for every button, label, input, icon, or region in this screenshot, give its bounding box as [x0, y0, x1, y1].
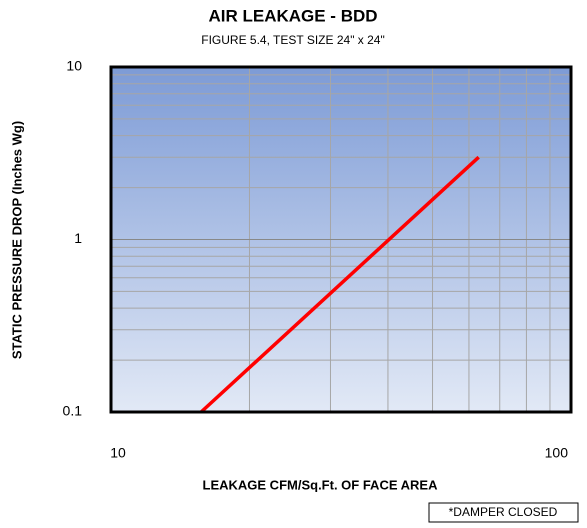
y-axis-label: STATIC PRESSURE DROP (Inches Wg) — [9, 121, 24, 359]
x-tick-label: 100 — [545, 445, 569, 461]
y-tick-label: 0.1 — [63, 403, 83, 419]
chart-title: AIR LEAKAGE - BDD — [208, 6, 377, 25]
x-tick-label: 10 — [110, 445, 126, 461]
y-tick-label: 1 — [74, 230, 82, 246]
data-line — [199, 155, 480, 414]
annotation: *DAMPER CLOSED — [449, 505, 558, 519]
x-axis-label: LEAKAGE CFM/Sq.Ft. OF FACE AREA — [203, 477, 439, 492]
plot-border — [109, 65, 573, 414]
annotation-box — [428, 502, 579, 523]
chart-subtitle: FIGURE 5.4, TEST SIZE 24" x 24" — [201, 33, 384, 47]
y-tick-label: 10 — [66, 58, 82, 74]
